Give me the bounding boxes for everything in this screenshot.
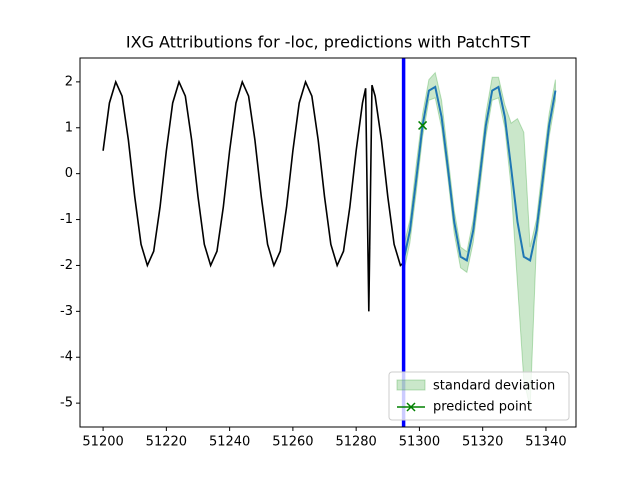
- y-tick-label: 1: [65, 120, 73, 135]
- y-tick-label: 0: [65, 166, 73, 181]
- x-tick-label: 51260: [272, 435, 313, 450]
- predicted-point: [418, 120, 428, 130]
- y-tick-label: -5: [60, 396, 73, 411]
- x-tick-label: 51200: [82, 435, 123, 450]
- series-line: [102, 79, 405, 312]
- x-tick-label: 51340: [525, 435, 566, 450]
- y-tick-label: -4: [60, 350, 73, 365]
- legend-label: predicted point: [433, 400, 532, 415]
- series-line: [402, 85, 557, 262]
- legend-swatch: [396, 379, 426, 391]
- legend: standard deviation predicted point: [388, 371, 570, 421]
- chart-title: IXG Attributions for -loc, predictions w…: [126, 33, 530, 52]
- std-band: [403, 71, 556, 408]
- x-tick-label: 51240: [209, 435, 250, 450]
- y-tick-label: -3: [60, 304, 73, 319]
- plot-frame: [79, 57, 577, 428]
- y-tick-label: -2: [60, 258, 73, 273]
- x-tick-label: 51320: [462, 435, 503, 450]
- x-tick-label: 51280: [335, 435, 376, 450]
- x-tick-label: 51300: [399, 435, 440, 450]
- x-tick-label: 51220: [146, 435, 187, 450]
- y-tick-label: 2: [65, 74, 73, 89]
- legend-box: [388, 371, 570, 421]
- legend-marker: [406, 402, 416, 412]
- legend-label: standard deviation: [433, 379, 555, 394]
- y-tick-label: -1: [60, 212, 73, 227]
